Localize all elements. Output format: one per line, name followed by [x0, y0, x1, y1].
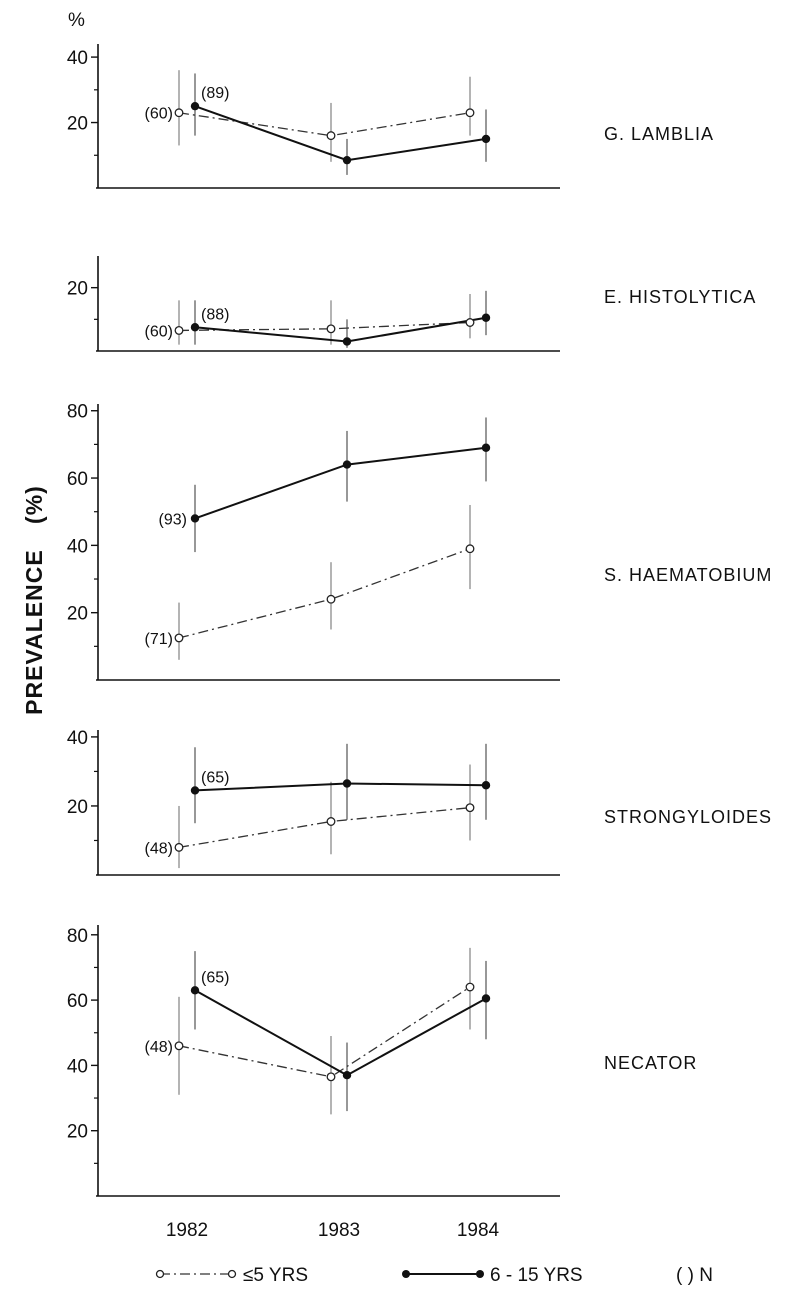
y-axis-label-text: PREVALENCE	[21, 549, 47, 715]
legend-young-marker-end	[227, 1269, 237, 1279]
s-haematobium-ytick-label: 40	[67, 536, 88, 557]
necator-old-point	[342, 1070, 352, 1080]
g-lamblia-old-series-line	[194, 105, 487, 162]
strongyloides-old-point	[342, 779, 352, 788]
necator-young-point	[465, 982, 475, 992]
e-histolytica-young-point	[465, 318, 475, 327]
necator-old-n-annotation: (65)	[201, 969, 229, 986]
s-haematobium-young-point	[465, 544, 475, 554]
e-histolytica-old-n-annotation: (88)	[201, 306, 229, 323]
strongyloides-young-point	[465, 803, 475, 813]
necator-panel-title: NECATOR	[604, 1053, 697, 1073]
e-histolytica-old-point	[190, 323, 200, 332]
e-histolytica-old-point	[481, 313, 491, 322]
s-haematobium-young-point	[326, 594, 336, 604]
strongyloides-young-series-line	[178, 807, 471, 849]
s-haematobium-ytick-label: 80	[67, 402, 88, 423]
necator-young-n-annotation: (48)	[145, 1039, 173, 1056]
legend-young-label: ≤5 YRS	[243, 1265, 308, 1286]
legend-old-marker-end	[476, 1270, 484, 1278]
strongyloides-old-point	[481, 781, 491, 790]
g-lamblia-young-series-line	[178, 112, 471, 137]
strongyloides-ytick-label: 20	[67, 797, 88, 818]
s-haematobium-old-n-annotation: (93)	[159, 511, 187, 528]
strongyloides-old-n-annotation: (65)	[201, 769, 229, 786]
legend: ≤5 YRS 6 - 15 YRS ( ) N	[155, 1265, 713, 1286]
y-axis-label-unit: (%)	[21, 485, 47, 524]
necator-ytick-label: 20	[67, 1122, 88, 1143]
strongyloides-ytick-label: 40	[67, 728, 88, 749]
s-haematobium-panel-title: S. HAEMATOBIUM	[604, 565, 772, 585]
s-haematobium-young-series-line	[178, 548, 471, 639]
g-lamblia-old-point	[342, 155, 352, 165]
e-histolytica-young-n-annotation: (60)	[145, 323, 173, 340]
s-haematobium-young-n-annotation: (71)	[145, 631, 173, 648]
e-histolytica-panel-title: E. HISTOLYTICA	[604, 287, 756, 307]
s-haematobium-ytick-label: 20	[67, 604, 88, 625]
panel-strongyloides: 20 40 (48) (65) STRONGYLOIDES	[67, 728, 772, 876]
s-haematobium-young-point	[174, 633, 184, 643]
e-histolytica-old-point	[342, 337, 352, 346]
necator-old-series-line	[194, 989, 487, 1077]
necator-young-point	[174, 1041, 184, 1051]
necator-old-point	[481, 994, 491, 1003]
e-histolytica-young-point	[174, 325, 184, 335]
e-histolytica-ytick-label: 20	[67, 279, 88, 300]
g-lamblia-ytick-label: 40	[67, 48, 88, 69]
s-haematobium-old-point	[481, 443, 491, 452]
x-tick-label-1983: 1983	[318, 1220, 360, 1241]
necator-young-point	[326, 1072, 336, 1082]
s-haematobium-ytick-label: 60	[67, 469, 88, 490]
necator-ytick-label: 60	[67, 991, 88, 1012]
panel-s-haematobium: 20 40 60 80 (71) (93) S. HAEMATOBIUM	[67, 402, 772, 681]
chart-panels: 20 40 (60) (89) G. LAMBLIA 20 (60) (88) E. HISTO…	[67, 44, 772, 1197]
g-lamblia-ytick-label: 20	[67, 114, 88, 135]
x-tick-label-1984: 1984	[457, 1220, 500, 1241]
e-histolytica-young-series-line	[178, 321, 471, 332]
necator-old-point	[190, 986, 200, 995]
legend-old-label: 6 - 15 YRS	[490, 1265, 583, 1286]
strongyloides-young-n-annotation: (48)	[145, 840, 173, 857]
strongyloides-panel-title: STRONGYLOIDES	[604, 807, 772, 827]
strongyloides-young-point	[174, 842, 184, 852]
panel-necator: 20 40 60 80 (48) (65) NECATOR	[67, 925, 697, 1197]
g-lamblia-young-point	[326, 131, 336, 141]
percent-unit-label: %	[68, 10, 85, 31]
panel-g-lamblia: 20 40 (60) (89) G. LAMBLIA	[67, 44, 714, 189]
g-lamblia-young-point	[465, 108, 475, 118]
x-axis-labels: 1982 1983 1984	[166, 1220, 500, 1241]
s-haematobium-old-point	[342, 460, 352, 469]
legend-n-label: ( ) N	[676, 1265, 713, 1286]
g-lamblia-panel-title: G. LAMBLIA	[604, 124, 714, 144]
legend-old-marker-start	[402, 1270, 410, 1278]
strongyloides-old-series-line	[194, 782, 487, 792]
g-lamblia-young-point	[174, 108, 184, 118]
e-histolytica-old-series-line	[194, 316, 487, 343]
strongyloides-young-point	[326, 817, 336, 826]
g-lamblia-old-point	[481, 134, 491, 144]
y-axis-label: PREVALENCE (%)	[21, 485, 47, 715]
necator-ytick-label: 40	[67, 1056, 88, 1077]
g-lamblia-old-n-annotation: (89)	[201, 85, 229, 102]
x-tick-label-1982: 1982	[166, 1220, 208, 1241]
g-lamblia-young-n-annotation: (60)	[145, 106, 173, 123]
e-histolytica-young-point	[326, 324, 336, 334]
s-haematobium-old-point	[190, 514, 200, 523]
panel-e-histolytica: 20 (60) (88) E. HISTOLYTICA	[67, 256, 756, 352]
strongyloides-old-point	[190, 786, 200, 795]
g-lamblia-old-point	[190, 101, 200, 111]
legend-young-marker-start	[155, 1269, 165, 1279]
necator-ytick-label: 80	[67, 926, 88, 947]
s-haematobium-old-series-line	[194, 446, 487, 520]
